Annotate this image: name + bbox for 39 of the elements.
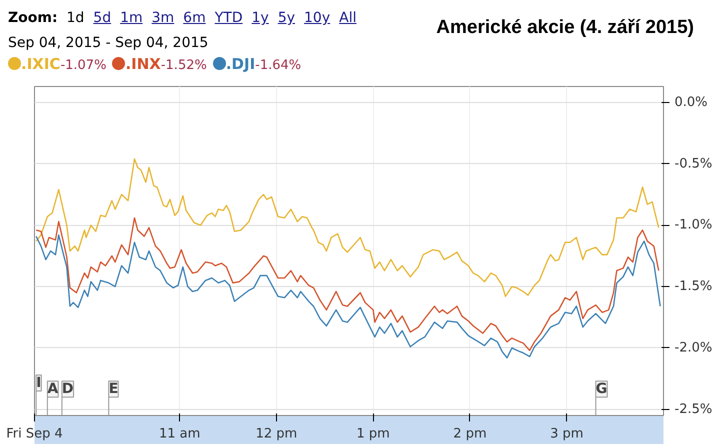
ref-line-label: D bbox=[62, 381, 74, 398]
legend-label: .INX bbox=[125, 55, 161, 73]
text: 1y bbox=[252, 10, 269, 26]
ref-line-label: G bbox=[596, 381, 608, 398]
x-tick-label: 3 pm bbox=[550, 426, 584, 442]
line-series bbox=[35, 217, 660, 352]
chart-title: Americké akcie (4. září 2015) bbox=[436, 16, 694, 40]
line-series bbox=[35, 158, 660, 298]
text: -1.52% bbox=[160, 58, 207, 73]
text: -1.07% bbox=[60, 58, 106, 73]
text: 1d bbox=[66, 10, 84, 26]
text: YTD bbox=[214, 10, 243, 26]
x-tick-label: 1 pm bbox=[356, 426, 390, 442]
text: Zoom: bbox=[8, 10, 58, 26]
text: All bbox=[339, 10, 356, 26]
text: 6m bbox=[183, 10, 206, 26]
line-series bbox=[35, 234, 661, 358]
legend-label: .IXIC bbox=[21, 55, 60, 73]
y-tick-label: -2.5% bbox=[674, 402, 712, 417]
ref-line-label: A bbox=[47, 381, 58, 398]
text: Sep 04, 2015 - Sep 04, 2015 bbox=[8, 34, 208, 53]
text: -1.64% bbox=[255, 58, 302, 73]
x-tick-label: 11 am bbox=[159, 426, 200, 442]
x-tick-label: Fri Sep 4 bbox=[6, 426, 63, 442]
text: 3m bbox=[152, 10, 174, 26]
text: 1m bbox=[120, 10, 143, 26]
text: 5y bbox=[278, 10, 296, 26]
text: 5d bbox=[93, 10, 112, 26]
text: 10y bbox=[304, 10, 330, 26]
y-tick-label: -1.5% bbox=[674, 279, 712, 294]
y-tick-label: 0.0% bbox=[674, 94, 708, 110]
y-tick-label: -1.0% bbox=[674, 218, 712, 233]
y-tick-label: -0.5% bbox=[674, 156, 712, 172]
ref-line-label: E bbox=[108, 381, 118, 398]
y-tick-label: -2.0% bbox=[674, 340, 712, 356]
legend-label: .DJI bbox=[226, 55, 256, 73]
x-tick-label: 2 pm bbox=[453, 426, 487, 442]
ref-line-label: I bbox=[36, 374, 42, 391]
x-tick-label: 12 pm bbox=[256, 426, 298, 442]
